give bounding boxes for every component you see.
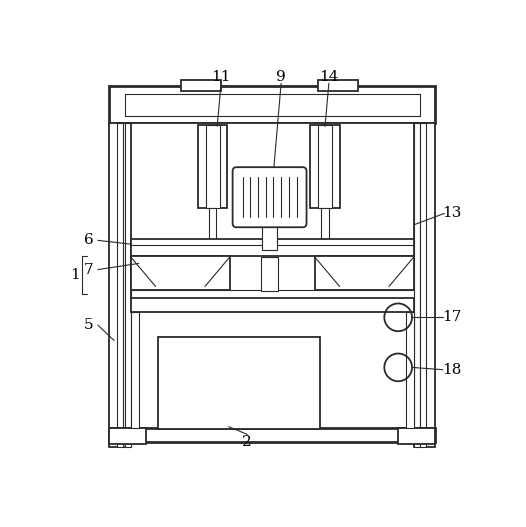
Bar — [318, 125, 332, 208]
Bar — [158, 337, 320, 429]
Bar — [262, 223, 277, 250]
Text: 5: 5 — [84, 318, 94, 332]
Bar — [131, 298, 413, 312]
Bar — [109, 86, 435, 123]
Text: 6: 6 — [84, 233, 94, 247]
Text: 9: 9 — [276, 70, 286, 84]
Text: 13: 13 — [442, 207, 462, 220]
Bar — [198, 125, 227, 208]
Bar — [131, 256, 229, 290]
Bar — [109, 428, 146, 444]
Bar — [131, 290, 413, 298]
Bar — [131, 123, 413, 300]
Bar — [315, 256, 413, 290]
Bar — [125, 123, 131, 447]
Bar — [206, 125, 219, 208]
Text: 18: 18 — [442, 363, 462, 377]
Bar — [109, 428, 435, 442]
Bar — [398, 428, 435, 444]
Text: 11: 11 — [211, 70, 231, 84]
Bar — [181, 80, 221, 91]
Text: 1: 1 — [70, 268, 79, 282]
Bar — [109, 123, 131, 447]
Bar — [420, 123, 426, 447]
Bar — [310, 125, 340, 208]
FancyBboxPatch shape — [232, 167, 307, 227]
Bar — [117, 123, 123, 447]
Text: 2: 2 — [242, 435, 252, 449]
Bar — [413, 123, 435, 447]
Text: 14: 14 — [319, 70, 339, 84]
Bar — [209, 208, 216, 239]
Text: 7: 7 — [84, 262, 94, 277]
Bar — [413, 123, 420, 447]
Bar — [131, 239, 413, 256]
Bar — [318, 80, 358, 91]
Bar — [321, 208, 329, 239]
Bar — [261, 257, 278, 291]
Text: 17: 17 — [442, 310, 462, 324]
Bar — [406, 312, 413, 428]
Bar — [131, 312, 139, 428]
